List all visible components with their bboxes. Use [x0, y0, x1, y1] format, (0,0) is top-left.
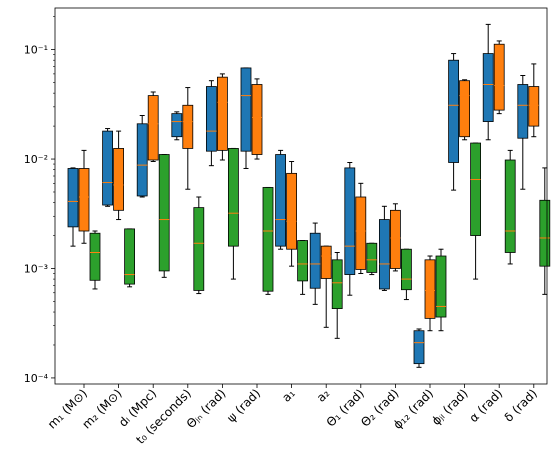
box-body [67, 168, 79, 228]
box-4-series-1 [171, 111, 183, 141]
box-7-series-1 [275, 149, 287, 250]
box-body [102, 130, 113, 206]
x-tick-label: a₁ [279, 386, 298, 405]
box-body [435, 255, 447, 318]
box-1-series-2 [78, 149, 90, 244]
box-10-series-1 [378, 205, 390, 291]
box-body [78, 168, 90, 232]
box-body [240, 67, 252, 152]
box-body [216, 76, 228, 151]
box-3-series-3 [158, 154, 170, 278]
x-tick-label: α (rad) [466, 386, 505, 425]
box-body [320, 245, 332, 279]
box-body [331, 259, 343, 309]
box-1-series-1 [67, 167, 79, 247]
box-body [424, 259, 436, 319]
y-axis: 10⁻⁴ 10⁻³ 10⁻² 10⁻¹ [24, 16, 55, 385]
box-9-series-2 [355, 182, 367, 274]
y-tick-label: 10⁻² [24, 153, 48, 166]
box-6-series-3 [262, 186, 274, 295]
box-body [366, 242, 378, 273]
box-body [400, 248, 412, 291]
box-body [136, 123, 148, 197]
box-body [482, 53, 494, 122]
box-7-series-2 [286, 160, 298, 267]
box-11-series-2 [424, 255, 436, 332]
box-5-series-3 [227, 147, 239, 280]
box-7-series-3 [297, 240, 309, 295]
box-body [251, 84, 263, 155]
box-body [459, 80, 471, 138]
box-body [504, 159, 516, 253]
box-3-series-1 [136, 114, 148, 198]
box-5-series-1 [205, 80, 217, 167]
box-body [539, 199, 551, 267]
box-1-series-3 [89, 230, 101, 290]
box-body [124, 228, 135, 285]
box-8-series-1 [309, 222, 321, 305]
box-13-series-2 [493, 40, 505, 115]
x-tick-label: ϕⱼₗ (rad) [429, 386, 471, 428]
box-body [470, 142, 482, 236]
box-14-series-3 [539, 167, 551, 295]
box-11-series-1 [413, 328, 425, 368]
box-body [205, 86, 217, 152]
box-body [378, 219, 390, 290]
box-12-series-2 [459, 79, 471, 141]
box-2-series-2 [113, 130, 124, 221]
box-body [493, 43, 505, 111]
box-10-series-2 [389, 203, 401, 272]
box-body [147, 95, 159, 161]
box-body [158, 154, 170, 272]
box-body [182, 104, 194, 149]
y-tick-label: 10⁻⁴ [24, 372, 49, 385]
box-9-series-3 [366, 242, 378, 276]
box-body [262, 187, 274, 292]
x-tick-label: a₂ [314, 386, 333, 405]
x-tick-label: δ (rad) [501, 386, 539, 424]
boxes-layer [67, 23, 551, 368]
box-3-series-2 [147, 91, 159, 162]
box-2-series-1 [102, 128, 113, 207]
box-body [517, 84, 529, 139]
box-body [448, 59, 460, 163]
box-6-series-2 [251, 78, 263, 160]
box-body [413, 330, 425, 365]
box-4-series-2 [182, 87, 194, 190]
box-body [275, 154, 287, 247]
box-body [227, 148, 239, 247]
box-body [89, 232, 101, 281]
box-14-series-1 [517, 74, 529, 190]
box-12-series-3 [470, 142, 482, 280]
box-13-series-3 [504, 149, 516, 265]
box-13-series-1 [482, 23, 494, 141]
box-8-series-2 [320, 245, 332, 328]
plot-frame [54, 7, 548, 385]
box-body [171, 113, 183, 138]
x-tick-label: ψ (rad) [224, 386, 263, 425]
box-9-series-1 [344, 161, 356, 296]
box-body [528, 86, 540, 127]
x-axis: m₁ (M⊙)m₂ (M⊙)dₗ (Mpc)t₀ (seconds)Θⱼₙ (r… [45, 384, 540, 447]
box-8-series-3 [331, 251, 343, 339]
box-10-series-3 [400, 248, 412, 301]
box-4-series-3 [193, 196, 205, 295]
box-body [355, 196, 367, 270]
box-11-series-3 [435, 248, 447, 332]
box-body [113, 148, 124, 211]
box-body [297, 240, 309, 282]
box-6-series-1 [240, 67, 252, 169]
y-tick-label: 10⁻³ [24, 262, 48, 275]
box-14-series-2 [528, 63, 540, 138]
box-body [309, 232, 321, 289]
box-body [286, 172, 298, 250]
box-12-series-1 [448, 53, 460, 191]
y-tick-label: 10⁻¹ [24, 44, 48, 57]
box-body [344, 167, 356, 275]
box-5-series-2 [216, 73, 228, 161]
box-2-series-3 [124, 228, 135, 288]
box-body [389, 209, 401, 269]
box-body [193, 207, 205, 291]
